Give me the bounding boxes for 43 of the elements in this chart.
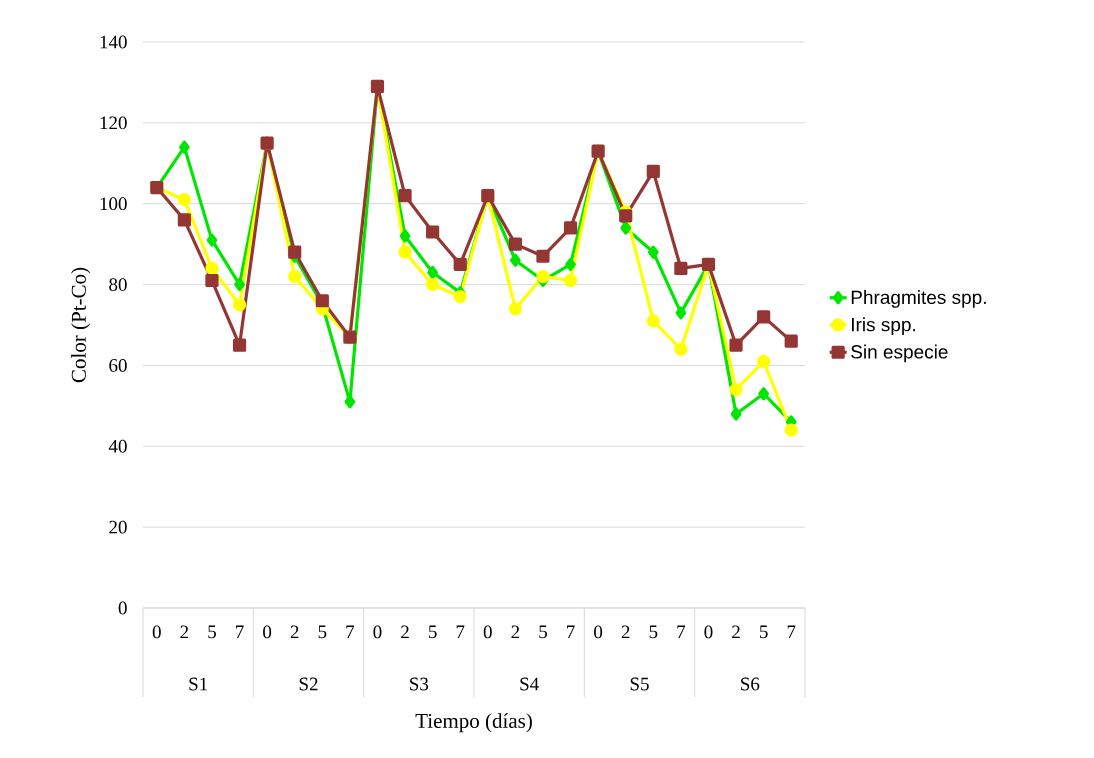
x-tick-label: 0 bbox=[483, 625, 492, 639]
y-tick-label: 80 bbox=[109, 278, 127, 291]
text: S3 bbox=[410, 677, 429, 691]
x-tick-label: 7 bbox=[456, 625, 465, 638]
x-tick-label: 7 bbox=[346, 625, 355, 638]
y-tick-label: 140 bbox=[100, 35, 127, 49]
y-tick-label: 120 bbox=[100, 116, 127, 130]
x-tick-label: 2 bbox=[180, 625, 189, 639]
y-axis-title: Color (Pt-Co) bbox=[71, 267, 91, 383]
y-tick-label: 0 bbox=[118, 601, 127, 615]
text: S5 bbox=[630, 677, 649, 691]
x-tick-label: 7 bbox=[567, 625, 575, 638]
x-tick-label: 7 bbox=[787, 625, 796, 638]
text: S1 bbox=[189, 677, 208, 691]
y-tick-label: 100 bbox=[100, 197, 127, 211]
y-tick-label: 40 bbox=[108, 439, 127, 453]
x-tick-label: 7 bbox=[677, 625, 686, 638]
x-tick-label: 0 bbox=[152, 625, 161, 639]
x-tick-label: 5 bbox=[208, 625, 216, 639]
text: S2 bbox=[299, 677, 318, 691]
text: S4 bbox=[520, 677, 539, 691]
x-tick-label: 5 bbox=[539, 625, 547, 639]
x-tick-label: 5 bbox=[428, 625, 437, 639]
x-tick-label: 7 bbox=[236, 625, 244, 638]
y-tick-label: 20 bbox=[109, 520, 127, 534]
x-tick-label: 2 bbox=[290, 625, 299, 639]
x-tick-label: 0 bbox=[263, 625, 272, 639]
legend-label: Phragmites spp. bbox=[851, 290, 986, 308]
x-tick-label: 0 bbox=[704, 625, 713, 639]
x-tick-label: 5 bbox=[318, 625, 327, 639]
x-tick-label: 2 bbox=[401, 625, 409, 639]
x-tick-label: 2 bbox=[732, 625, 740, 639]
x-tick-label: 5 bbox=[759, 625, 768, 639]
x-tick-label: 2 bbox=[621, 625, 630, 639]
legend-label: Iris spp. bbox=[852, 317, 916, 336]
legend-label: Sin especie bbox=[851, 344, 948, 363]
text: S6 bbox=[741, 677, 760, 691]
x-axis-title: Tiempo (días) bbox=[415, 713, 532, 733]
x-tick-label: 0 bbox=[594, 625, 603, 639]
x-tick-label: 2 bbox=[511, 625, 520, 639]
x-tick-label: 5 bbox=[649, 625, 658, 639]
y-tick-label: 60 bbox=[109, 359, 127, 372]
x-tick-label: 0 bbox=[373, 625, 382, 639]
